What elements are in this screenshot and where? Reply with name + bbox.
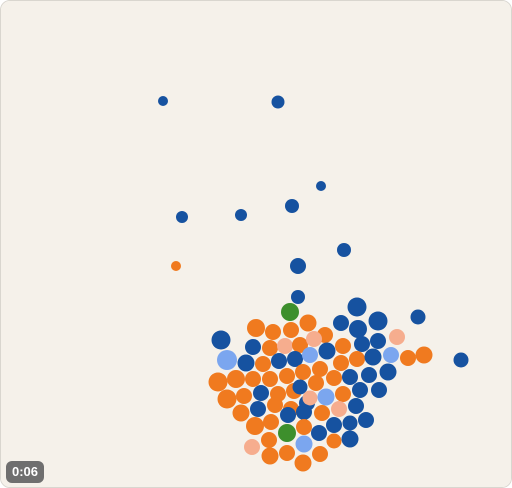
dark-blue-bubble bbox=[316, 181, 326, 191]
dark-blue-bubble bbox=[354, 336, 370, 352]
dark-blue-bubble bbox=[235, 209, 247, 221]
orange-bubble bbox=[261, 432, 277, 448]
orange-bubble bbox=[312, 361, 328, 377]
dark-blue-bubble bbox=[347, 297, 367, 317]
orange-bubble bbox=[279, 445, 295, 461]
orange-bubble bbox=[335, 338, 351, 354]
dark-blue-bubble bbox=[358, 412, 374, 428]
orange-bubble bbox=[227, 370, 245, 388]
dark-blue-bubble bbox=[291, 290, 305, 304]
dark-blue-bubble bbox=[342, 415, 358, 431]
dark-blue-bubble bbox=[290, 258, 306, 274]
orange-bubble bbox=[335, 386, 351, 402]
dark-blue-bubble bbox=[410, 309, 426, 325]
orange-bubble bbox=[400, 350, 416, 366]
dark-blue-bubble bbox=[271, 353, 287, 369]
dark-blue-bubble bbox=[311, 425, 327, 441]
peach-bubble bbox=[389, 329, 405, 345]
orange-bubble bbox=[333, 355, 349, 371]
orange-bubble bbox=[232, 404, 250, 422]
dark-blue-bubble bbox=[287, 351, 303, 367]
dark-blue-bubble bbox=[253, 385, 269, 401]
green-bubble bbox=[281, 303, 299, 321]
orange-bubble bbox=[261, 447, 279, 465]
dark-blue-bubble bbox=[176, 211, 188, 223]
orange-bubble bbox=[263, 414, 279, 430]
orange-bubble bbox=[279, 368, 295, 384]
dark-blue-bubble bbox=[364, 348, 382, 366]
dark-blue-bubble bbox=[379, 363, 397, 381]
dark-blue-bubble bbox=[453, 352, 469, 368]
orange-bubble bbox=[267, 397, 283, 413]
dark-blue-bubble bbox=[318, 342, 336, 360]
light-blue-bubble bbox=[295, 435, 313, 453]
dark-blue-bubble bbox=[250, 401, 266, 417]
peach-bubble bbox=[331, 401, 347, 417]
peach-bubble bbox=[244, 439, 260, 455]
dark-blue-bubble bbox=[271, 95, 285, 109]
dark-blue-bubble bbox=[348, 398, 364, 414]
elapsed-time-badge: 0:06 bbox=[6, 461, 45, 483]
orange-bubble bbox=[349, 351, 365, 367]
dark-blue-bubble bbox=[341, 430, 359, 448]
orange-bubble bbox=[295, 364, 311, 380]
orange-bubble bbox=[294, 454, 312, 472]
light-blue-bubble bbox=[302, 347, 318, 363]
dark-blue-bubble bbox=[245, 339, 261, 355]
orange-bubble bbox=[262, 340, 278, 356]
dark-blue-bubble bbox=[370, 333, 386, 349]
light-blue-bubble bbox=[317, 388, 335, 406]
dark-blue-bubble bbox=[349, 320, 367, 338]
peach-bubble bbox=[302, 390, 318, 406]
orange-bubble bbox=[326, 433, 342, 449]
dark-blue-bubble bbox=[211, 330, 231, 350]
orange-bubble bbox=[415, 346, 433, 364]
dark-blue-bubble bbox=[292, 379, 308, 395]
light-blue-bubble bbox=[217, 350, 237, 370]
light-blue-bubble bbox=[383, 347, 399, 363]
dark-blue-bubble bbox=[352, 382, 368, 398]
dark-blue-bubble bbox=[342, 369, 358, 385]
orange-bubble bbox=[283, 322, 299, 338]
orange-bubble bbox=[299, 314, 317, 332]
orange-bubble bbox=[255, 356, 271, 372]
dark-blue-bubble bbox=[368, 311, 388, 331]
dark-blue-bubble bbox=[158, 96, 168, 106]
orange-bubble bbox=[292, 337, 308, 353]
orange-bubble bbox=[308, 375, 324, 391]
peach-bubble bbox=[277, 338, 293, 354]
dark-blue-bubble bbox=[280, 407, 296, 423]
dark-blue-bubble bbox=[371, 382, 387, 398]
dark-blue-bubble bbox=[326, 417, 342, 433]
orange-bubble bbox=[312, 446, 328, 462]
dark-blue-bubble bbox=[337, 243, 351, 257]
dark-blue-bubble bbox=[296, 404, 312, 420]
orange-bubble bbox=[296, 419, 312, 435]
orange-bubble bbox=[217, 389, 237, 409]
orange-bubble bbox=[246, 417, 264, 435]
orange-bubble bbox=[236, 388, 252, 404]
dark-blue-bubble bbox=[237, 354, 255, 372]
orange-bubble bbox=[208, 372, 228, 392]
orange-bubble bbox=[171, 261, 181, 271]
orange-bubble bbox=[262, 371, 278, 387]
orange-bubble bbox=[314, 405, 330, 421]
orange-bubble bbox=[326, 370, 342, 386]
dark-blue-bubble bbox=[333, 315, 349, 331]
orange-bubble bbox=[247, 319, 265, 337]
dark-blue-bubble bbox=[285, 199, 299, 213]
green-bubble bbox=[278, 424, 296, 442]
orange-bubble bbox=[245, 371, 261, 387]
peach-bubble bbox=[306, 331, 322, 347]
orange-bubble bbox=[265, 324, 281, 340]
dark-blue-bubble bbox=[361, 367, 377, 383]
